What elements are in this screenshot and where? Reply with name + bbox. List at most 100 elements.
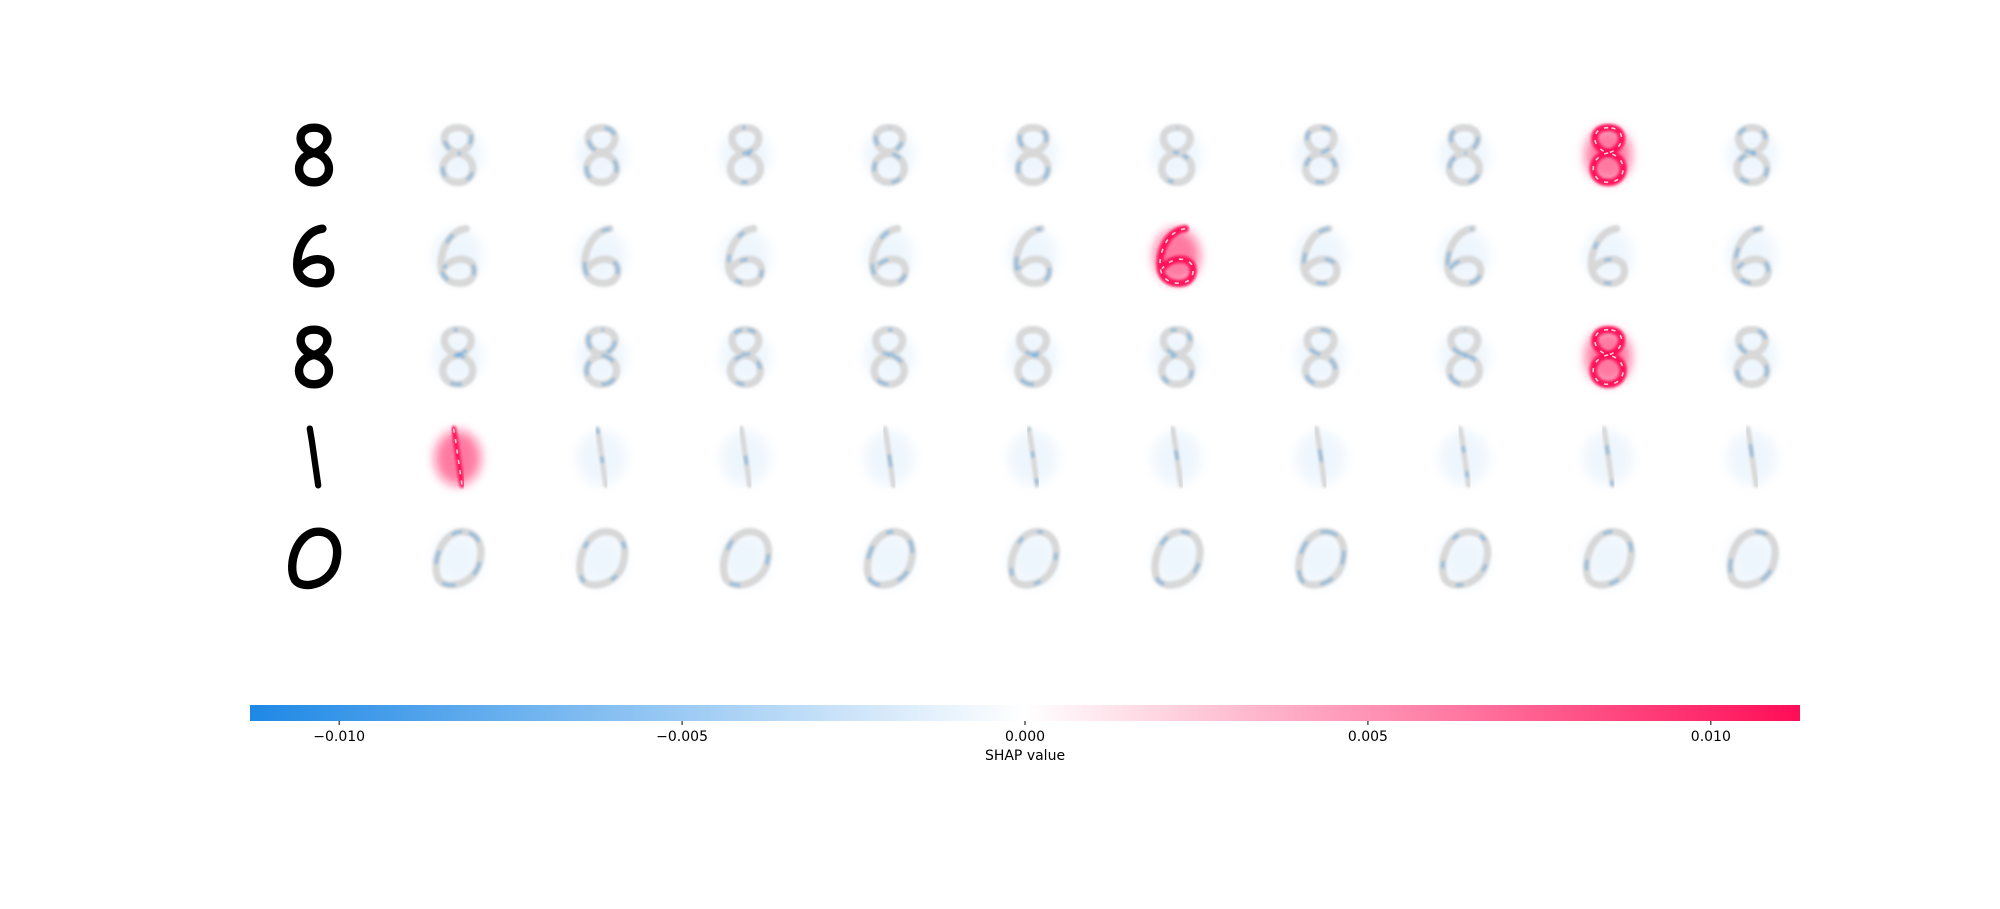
- shap-map-class-2: [720, 225, 771, 287]
- negative-attribution-stroke: [1737, 126, 1767, 155]
- shap-map-class-5: [1151, 425, 1202, 488]
- shap-map-class-1: [576, 528, 629, 589]
- colorbar-label: SHAP value: [985, 748, 1065, 764]
- shap-map-class-8: [1583, 225, 1634, 287]
- shap-map-class-7: [1439, 225, 1490, 287]
- shap-map-class-5: [1151, 528, 1204, 589]
- negative-attribution-stroke: [1161, 328, 1192, 357]
- digit-overlay-stroke: [450, 425, 465, 488]
- digit-overlay-stroke: [1601, 425, 1616, 488]
- shap-map-class-3: [864, 225, 915, 287]
- digit-overlay-stroke: [1443, 225, 1485, 287]
- negative-attribution-stroke: [1458, 428, 1471, 486]
- negative-attribution-stroke: [1171, 428, 1183, 486]
- shap-map-class-3: [864, 326, 915, 388]
- shap-map-class-6: [1295, 326, 1346, 388]
- colorbar-tick-label: 0.005: [1348, 729, 1388, 745]
- shap-map-class-9: [1726, 124, 1778, 186]
- digit-overlay-stroke: [1158, 351, 1196, 388]
- digit-overlay-stroke: [437, 225, 478, 287]
- digit-overlay-stroke: [439, 149, 477, 186]
- negative-attribution-stroke: [1735, 151, 1769, 184]
- shap-map-class-9: [1726, 425, 1778, 488]
- digit-overlay-stroke: [1012, 225, 1053, 287]
- shap-map-class-9: [1726, 326, 1778, 388]
- negative-attribution-stroke: [1305, 126, 1336, 155]
- shap-map-class-3: [864, 124, 915, 186]
- negative-attribution-stroke: [874, 328, 905, 357]
- image-row-4: [288, 527, 1779, 590]
- digit-overlay-stroke: [576, 528, 629, 589]
- negative-attribution-stroke: [434, 530, 483, 587]
- input-digit-image: [294, 123, 334, 187]
- digit-overlay-stroke: [1445, 351, 1483, 388]
- shap-map-class-8: [1585, 124, 1632, 186]
- negative-attribution-stroke: [730, 328, 761, 357]
- colorbar-tick-label: 0.000: [1005, 729, 1045, 745]
- digit-overlay-stroke: [1151, 528, 1204, 589]
- shap-map-class-1: [576, 124, 627, 186]
- negative-attribution-stroke: [728, 353, 762, 386]
- shap-map-class-1: [576, 425, 627, 488]
- shap-map-class-0: [434, 425, 481, 488]
- shap-map-class-0: [432, 528, 485, 589]
- shap-map-class-4: [1007, 225, 1059, 287]
- shap-map-class-4: [1007, 326, 1059, 388]
- negative-attribution-stroke: [1304, 151, 1338, 184]
- shap-map-class-6: [1295, 528, 1348, 589]
- digit-overlay-stroke: [594, 425, 609, 488]
- digit-stroke: [292, 224, 335, 288]
- shap-map-class-0: [432, 225, 483, 287]
- negative-attribution-stroke: [722, 530, 771, 587]
- shap-map-class-0: [432, 124, 483, 186]
- negative-attribution-stroke: [739, 428, 752, 486]
- shap-map-class-9: [1726, 225, 1778, 287]
- digit-overlay-stroke: [1007, 528, 1060, 589]
- negative-attribution-stroke: [1746, 428, 1758, 486]
- negative-attribution-stroke: [1304, 353, 1338, 386]
- negative-attribution-stroke: [586, 126, 617, 155]
- shap-map-class-7: [1439, 425, 1490, 488]
- negative-attribution-stroke: [728, 151, 762, 184]
- image-row-1: [292, 224, 1778, 288]
- highlight-inner-stroke: [1594, 126, 1623, 154]
- colorbar: −0.010 −0.005 0.000 0.005 0.010 SHAP value: [250, 705, 1800, 764]
- negative-attribution-stroke: [1027, 428, 1039, 486]
- digit-overlay-stroke: [1726, 528, 1779, 589]
- shap-map-class-4: [1007, 528, 1060, 589]
- digit-overlay-stroke: [1582, 528, 1635, 589]
- shap-map-class-5: [1151, 326, 1202, 388]
- input-digit-image: [306, 425, 322, 489]
- negative-attribution-stroke: [1737, 328, 1767, 357]
- shap-map-class-6: [1295, 425, 1346, 488]
- shap-map-class-2: [719, 528, 773, 589]
- digit-stroke: [306, 425, 322, 489]
- negative-attribution-stroke: [1018, 126, 1048, 155]
- shap-map-class-1: [576, 225, 627, 287]
- negative-attribution-stroke: [1314, 428, 1327, 486]
- shap-map-class-2: [720, 326, 771, 388]
- negative-attribution-stroke: [585, 353, 619, 386]
- input-digit-image: [288, 527, 342, 590]
- image-row-0: [294, 123, 1778, 187]
- digit-stroke: [294, 350, 334, 389]
- digit-overlay-stroke: [870, 149, 908, 186]
- input-digit-image: [294, 325, 334, 389]
- digit-overlay-stroke: [1014, 149, 1052, 186]
- shap-map-class-8: [1582, 528, 1635, 589]
- shap-map-class-7: [1439, 124, 1490, 186]
- colorbar-tick-label: −0.010: [313, 729, 365, 745]
- highlight-inner-stroke: [1159, 227, 1194, 285]
- digit-stroke: [294, 148, 334, 187]
- shap-map-class-9: [1726, 528, 1779, 589]
- negative-attribution-stroke: [865, 530, 914, 587]
- negative-attribution-stroke: [1449, 328, 1480, 357]
- shap-map-class-5: [1153, 225, 1200, 287]
- digit-stroke: [288, 527, 342, 590]
- negative-attribution-stroke: [441, 353, 475, 386]
- image-row-3: [306, 425, 1778, 489]
- colorbar-tick-label: 0.010: [1691, 729, 1731, 745]
- digit-overlay-stroke: [1733, 351, 1771, 388]
- highlight-inner-stroke: [1594, 328, 1623, 356]
